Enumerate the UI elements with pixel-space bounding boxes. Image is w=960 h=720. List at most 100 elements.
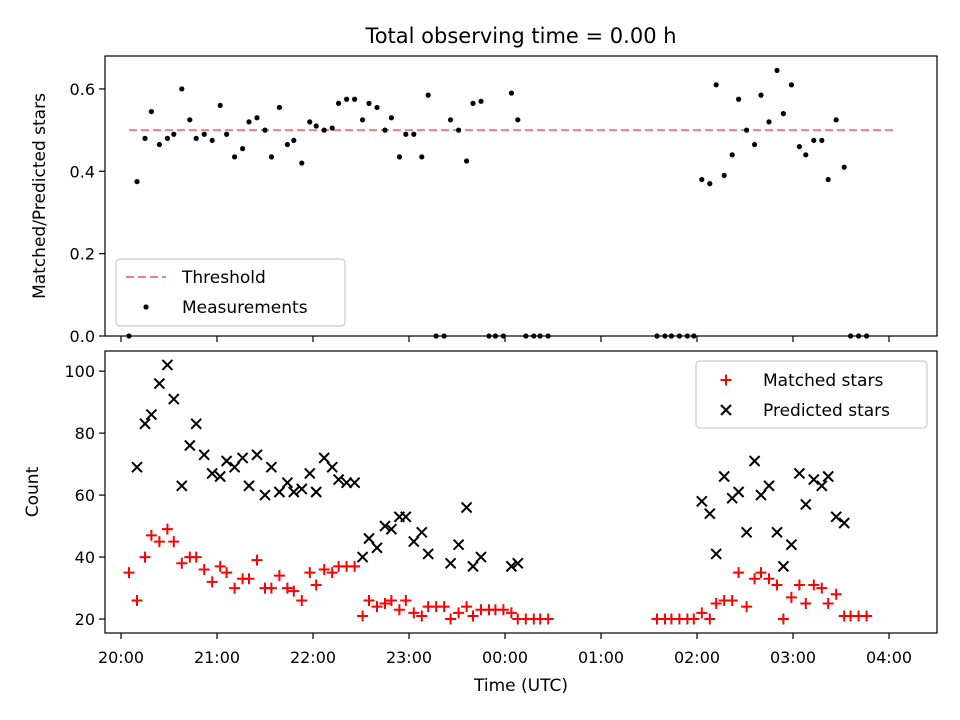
measurement-point [729, 152, 735, 158]
measurement-point [411, 131, 417, 137]
matched-star-point [497, 604, 509, 616]
legend-predicted-swatch [720, 404, 732, 416]
measurement-point [134, 178, 140, 185]
measurement-point [448, 117, 454, 123]
measurement-point [713, 82, 719, 88]
measurement-point [508, 90, 514, 96]
predicted-star-point [371, 542, 383, 554]
predicted-star-point [348, 476, 361, 489]
predicted-star-point [808, 473, 820, 486]
measurement-point [307, 119, 313, 125]
bottom-legend: Matched stars Predicted stars [695, 360, 928, 429]
matched-star-point [800, 598, 812, 610]
predicted-star-point [228, 461, 241, 473]
matched-star-point [357, 610, 369, 622]
predicted-star-point [732, 486, 745, 498]
measurement-point [707, 181, 713, 187]
top-legend: Threshold Measurements [115, 258, 346, 327]
measurement-point [382, 127, 388, 133]
predicted-star-point [318, 452, 330, 464]
matched-star-point [214, 560, 226, 572]
predicted-star-point [281, 476, 294, 489]
measurement-point [515, 117, 521, 123]
matched-star-point [505, 607, 517, 619]
matched-star-point [542, 613, 554, 625]
top-ylabel: Matched/Predicted stars [30, 93, 50, 299]
predicted-star-point [161, 359, 174, 371]
measurement-point [344, 96, 350, 102]
predicted-star-point [251, 449, 263, 461]
matched-star-point [139, 551, 151, 563]
matched-star-point [830, 588, 842, 600]
measurement-point [352, 96, 358, 102]
measurement-point [246, 119, 252, 125]
measurement-point [240, 146, 246, 152]
measurement-point [396, 154, 402, 160]
bottom-xtick-label: 21:00 [194, 648, 240, 667]
matched-star-point [326, 567, 338, 579]
predicted-star-point [206, 467, 218, 480]
measurement-point [171, 131, 177, 137]
predicted-star-point [505, 560, 518, 573]
predicted-star-point [416, 526, 428, 538]
measurement-point [360, 117, 366, 123]
matched-star-point [704, 613, 716, 625]
matched-star-point [161, 523, 173, 535]
measurement-point [752, 141, 758, 148]
predicted-star-point [696, 495, 708, 508]
matched-star-point [304, 567, 316, 579]
predicted-star-point [259, 489, 271, 501]
matched-star-point [763, 573, 775, 585]
predicted-star-point [748, 455, 761, 467]
predicted-star-point [755, 489, 767, 501]
matched-star-point [145, 529, 157, 541]
matched-star-point [445, 613, 457, 625]
matched-star-point [371, 601, 383, 613]
matched-star-point [710, 598, 722, 610]
predicted-star-point [422, 548, 434, 560]
bottom-xtick-label: 04:00 [866, 648, 912, 667]
bottom-ytick-label: 60 [75, 486, 95, 505]
top-axes: 0.0 0.2 0.4 0.6 Matched/Predicted stars [30, 55, 938, 346]
predicted-star-point [236, 452, 249, 464]
measurement-point [811, 137, 817, 144]
matched-star-point [288, 585, 300, 597]
predicted-star-point [168, 393, 180, 405]
predicted-star-point [408, 535, 420, 548]
matched-star-point [265, 582, 277, 594]
predicted-star-point [184, 439, 196, 452]
predicted-star-point [777, 560, 790, 573]
predicted-star-point [785, 538, 798, 551]
matched-star-point [176, 557, 188, 569]
matched-star-point [467, 610, 479, 622]
bottom-plot-frame [104, 350, 938, 634]
measurement-point [819, 137, 825, 144]
bottom-xtick-label: 20:00 [98, 648, 144, 667]
measurement-point [374, 104, 380, 111]
matched-star-point [393, 604, 405, 616]
bottom-xlabel: Time (UTC) [473, 676, 568, 696]
predicted-star-point [838, 517, 850, 529]
measurement-point [321, 127, 327, 133]
predicted-star-point [512, 557, 524, 569]
matched-star-point [785, 591, 797, 603]
legend-measurements-swatch [143, 304, 149, 310]
measurement-point [758, 92, 764, 98]
matched-star-point [131, 594, 143, 606]
measurement-point [780, 111, 787, 117]
matched-star-point [168, 536, 180, 548]
legend-matched-label: Matched stars [763, 371, 883, 391]
measurement-point [699, 176, 705, 183]
measurement-point [276, 104, 282, 111]
predicted-star-point [243, 480, 255, 492]
predicted-star-point [214, 470, 226, 483]
predicted-star-point [363, 532, 375, 545]
predicted-star-point [131, 461, 143, 473]
bottom-ytick-label: 100 [64, 362, 95, 381]
matched-star-point [123, 567, 135, 579]
predicted-star-point [444, 557, 457, 569]
measurement-point [425, 92, 431, 98]
predicted-star-point [771, 526, 783, 538]
